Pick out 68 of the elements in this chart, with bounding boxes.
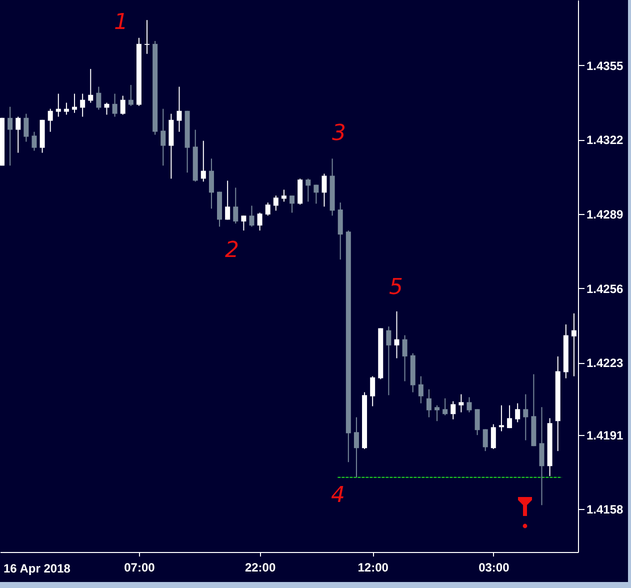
x-tick-label: 07:00 <box>124 560 156 574</box>
candlestick <box>386 326 392 396</box>
candlestick <box>402 334 408 382</box>
candlestick <box>128 84 134 106</box>
candlestick <box>80 93 86 118</box>
candlestick <box>144 20 150 54</box>
candlestick <box>233 187 238 224</box>
x-tick-label: 12:00 <box>358 560 389 574</box>
y-tick-label: 1.4158 <box>586 502 624 517</box>
y-tick-label: 1.4322 <box>586 133 624 148</box>
candlestick <box>418 376 424 404</box>
y-tick-label: 1.4256 <box>586 282 624 296</box>
candlestick <box>281 189 286 202</box>
candlestick <box>257 212 262 231</box>
candlestick <box>120 95 126 116</box>
candlestick <box>112 93 118 118</box>
candlestick <box>322 173 327 208</box>
annotation: 1 <box>114 10 128 35</box>
annotation: 4 <box>331 483 345 508</box>
y-tick-label: 1.4223 <box>586 356 624 370</box>
candlestick <box>273 195 278 212</box>
candlestick <box>515 402 520 423</box>
candlestick <box>265 202 270 216</box>
y-tick-label: 1.4355 <box>586 58 624 73</box>
candlestick <box>498 404 504 432</box>
candlestick <box>450 400 456 420</box>
x-tick-label: 03:00 <box>478 560 510 574</box>
y-tick-label: 1.4191 <box>586 428 624 442</box>
candlestick <box>523 394 528 441</box>
candlestick <box>490 424 496 450</box>
annotation: 3 <box>332 121 346 146</box>
candlestick <box>426 388 432 418</box>
candlestick <box>56 93 61 118</box>
candlestick <box>32 131 37 152</box>
annotation: 2 <box>225 238 239 263</box>
candlestick <box>208 158 214 210</box>
annotation: 5 <box>389 275 403 300</box>
candlestick <box>354 416 359 478</box>
y-tick-label: 1.4289 <box>586 208 624 222</box>
candlestick <box>482 428 488 452</box>
candlestick <box>434 404 440 422</box>
candlestick <box>8 106 13 166</box>
candlestick <box>249 205 254 228</box>
x-axis-title: 16 Apr 2018 <box>4 562 71 576</box>
candlestick <box>104 102 110 116</box>
candlestick <box>306 178 311 202</box>
candlestick <box>200 140 206 182</box>
candlestick <box>96 86 102 110</box>
candlestick <box>466 396 472 413</box>
candlestick <box>48 108 53 132</box>
candlestick <box>507 404 512 429</box>
candlestick <box>88 68 94 104</box>
candlestick <box>474 408 480 436</box>
candlestick <box>160 108 166 166</box>
candlestick <box>225 180 230 220</box>
candlestick <box>442 398 448 416</box>
candlestick <box>290 195 295 214</box>
candlestick <box>241 215 246 231</box>
candlestick <box>458 394 464 413</box>
candlestick <box>394 310 400 359</box>
x-tick-label: 22:00 <box>244 560 276 574</box>
candlestick <box>16 116 21 154</box>
candlestick <box>176 86 182 132</box>
candlestick <box>539 406 544 506</box>
candlestick <box>64 102 69 116</box>
candlestick <box>370 376 376 407</box>
candlestick <box>314 184 319 204</box>
candlestick <box>24 113 29 142</box>
